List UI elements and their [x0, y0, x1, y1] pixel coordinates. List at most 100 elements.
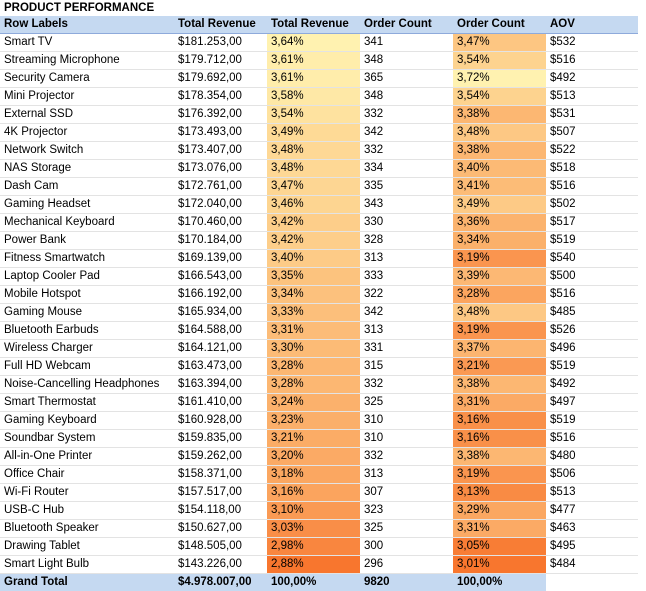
cell-total-revenue-pct[interactable]: 3,46% — [267, 196, 360, 214]
cell-row-label[interactable]: Mechanical Keyboard — [0, 214, 174, 232]
cell-row-label[interactable]: Power Bank — [0, 232, 174, 250]
cell-row-label[interactable]: Mini Projector — [0, 88, 174, 106]
cell-order-count-pct[interactable]: 3,72% — [453, 70, 546, 88]
header-aov[interactable]: AOV — [546, 16, 638, 34]
cell-total-revenue[interactable]: $161.410,00 — [174, 394, 267, 412]
cell-order-count-pct[interactable]: 3,38% — [453, 448, 546, 466]
cell-row-label[interactable]: Bluetooth Earbuds — [0, 322, 174, 340]
cell-order-count-pct[interactable]: 3,40% — [453, 160, 546, 178]
cell-aov[interactable]: $519 — [546, 232, 638, 250]
cell-total-revenue-pct[interactable]: 3,23% — [267, 412, 360, 430]
cell-aov[interactable]: $522 — [546, 142, 638, 160]
cell-row-label[interactable]: Smart Light Bulb — [0, 556, 174, 574]
cell-order-count[interactable]: 330 — [360, 214, 453, 232]
cell-order-count-pct[interactable]: 3,28% — [453, 286, 546, 304]
cell-aov[interactable]: $540 — [546, 250, 638, 268]
cell-order-count[interactable]: 341 — [360, 34, 453, 52]
cell-order-count[interactable]: 313 — [360, 466, 453, 484]
cell-aov[interactable]: $506 — [546, 466, 638, 484]
header-total-revenue[interactable]: Total Revenue — [174, 16, 267, 34]
cell-total-revenue-pct[interactable]: 3,61% — [267, 52, 360, 70]
cell-total-revenue-pct[interactable]: 3,18% — [267, 466, 360, 484]
cell-total-revenue[interactable]: $163.394,00 — [174, 376, 267, 394]
cell-total-revenue-pct[interactable]: 3,49% — [267, 124, 360, 142]
cell-order-count-pct[interactable]: 3,38% — [453, 106, 546, 124]
cell-aov[interactable]: $516 — [546, 178, 638, 196]
cell-order-count[interactable]: 334 — [360, 160, 453, 178]
cell-total-revenue[interactable]: $173.407,00 — [174, 142, 267, 160]
cell-row-label[interactable]: Security Camera — [0, 70, 174, 88]
cell-order-count[interactable]: 335 — [360, 178, 453, 196]
cell-total-revenue[interactable]: $179.692,00 — [174, 70, 267, 88]
cell-aov[interactable]: $516 — [546, 430, 638, 448]
cell-order-count[interactable]: 342 — [360, 304, 453, 322]
cell-order-count[interactable]: 300 — [360, 538, 453, 556]
cell-order-count[interactable]: 296 — [360, 556, 453, 574]
cell-total-revenue-pct[interactable]: 3,28% — [267, 376, 360, 394]
cell-order-count-pct[interactable]: 3,39% — [453, 268, 546, 286]
cell-total-revenue[interactable]: $164.588,00 — [174, 322, 267, 340]
cell-row-label[interactable]: Smart Thermostat — [0, 394, 174, 412]
cell-row-label[interactable]: Wireless Charger — [0, 340, 174, 358]
cell-order-count[interactable]: 315 — [360, 358, 453, 376]
grand-total-aov[interactable] — [546, 574, 638, 591]
cell-order-count[interactable]: 342 — [360, 124, 453, 142]
cell-row-label[interactable]: USB-C Hub — [0, 502, 174, 520]
cell-order-count-pct[interactable]: 3,38% — [453, 376, 546, 394]
cell-total-revenue-pct[interactable]: 3,16% — [267, 484, 360, 502]
cell-total-revenue[interactable]: $158.371,00 — [174, 466, 267, 484]
cell-aov[interactable]: $532 — [546, 34, 638, 52]
cell-row-label[interactable]: Dash Cam — [0, 178, 174, 196]
cell-row-label[interactable]: Mobile Hotspot — [0, 286, 174, 304]
cell-total-revenue-pct[interactable]: 3,03% — [267, 520, 360, 538]
cell-total-revenue[interactable]: $148.505,00 — [174, 538, 267, 556]
cell-total-revenue[interactable]: $154.118,00 — [174, 502, 267, 520]
cell-total-revenue[interactable]: $170.460,00 — [174, 214, 267, 232]
cell-order-count-pct[interactable]: 3,36% — [453, 214, 546, 232]
cell-total-revenue[interactable]: $166.192,00 — [174, 286, 267, 304]
grand-total-revenue-pct[interactable]: 100,00% — [267, 574, 360, 591]
cell-total-revenue-pct[interactable]: 3,21% — [267, 430, 360, 448]
cell-total-revenue[interactable]: $157.517,00 — [174, 484, 267, 502]
cell-aov[interactable]: $492 — [546, 376, 638, 394]
cell-order-count[interactable]: 332 — [360, 106, 453, 124]
cell-total-revenue[interactable]: $170.184,00 — [174, 232, 267, 250]
cell-aov[interactable]: $502 — [546, 196, 638, 214]
cell-row-label[interactable]: 4K Projector — [0, 124, 174, 142]
cell-row-label[interactable]: Noise-Cancelling Headphones — [0, 376, 174, 394]
cell-total-revenue[interactable]: $176.392,00 — [174, 106, 267, 124]
cell-row-label[interactable]: Soundbar System — [0, 430, 174, 448]
cell-total-revenue-pct[interactable]: 3,31% — [267, 322, 360, 340]
cell-row-label[interactable]: Gaming Headset — [0, 196, 174, 214]
grand-total-order-count-pct[interactable]: 100,00% — [453, 574, 546, 591]
cell-order-count-pct[interactable]: 3,19% — [453, 322, 546, 340]
cell-total-revenue[interactable]: $166.543,00 — [174, 268, 267, 286]
cell-aov[interactable]: $495 — [546, 538, 638, 556]
cell-order-count-pct[interactable]: 3,34% — [453, 232, 546, 250]
cell-aov[interactable]: $513 — [546, 88, 638, 106]
cell-row-label[interactable]: Fitness Smartwatch — [0, 250, 174, 268]
cell-total-revenue-pct[interactable]: 3,24% — [267, 394, 360, 412]
cell-total-revenue-pct[interactable]: 3,48% — [267, 160, 360, 178]
cell-order-count[interactable]: 310 — [360, 430, 453, 448]
cell-total-revenue[interactable]: $178.354,00 — [174, 88, 267, 106]
cell-total-revenue-pct[interactable]: 3,64% — [267, 34, 360, 52]
cell-row-label[interactable]: Gaming Mouse — [0, 304, 174, 322]
cell-aov[interactable]: $526 — [546, 322, 638, 340]
cell-total-revenue-pct[interactable]: 3,42% — [267, 232, 360, 250]
cell-total-revenue-pct[interactable]: 2,88% — [267, 556, 360, 574]
cell-row-label[interactable]: Full HD Webcam — [0, 358, 174, 376]
cell-order-count[interactable]: 343 — [360, 196, 453, 214]
cell-order-count[interactable]: 331 — [360, 340, 453, 358]
cell-row-label[interactable]: External SSD — [0, 106, 174, 124]
cell-aov[interactable]: $516 — [546, 286, 638, 304]
cell-aov[interactable]: $519 — [546, 358, 638, 376]
cell-order-count-pct[interactable]: 3,38% — [453, 142, 546, 160]
cell-row-label[interactable]: Gaming Keyboard — [0, 412, 174, 430]
cell-total-revenue[interactable]: $169.139,00 — [174, 250, 267, 268]
header-total-revenue-pct[interactable]: Total Revenue — [267, 16, 360, 34]
cell-total-revenue-pct[interactable]: 3,61% — [267, 70, 360, 88]
cell-total-revenue-pct[interactable]: 3,30% — [267, 340, 360, 358]
cell-aov[interactable]: $517 — [546, 214, 638, 232]
header-order-count-pct[interactable]: Order Count — [453, 16, 546, 34]
